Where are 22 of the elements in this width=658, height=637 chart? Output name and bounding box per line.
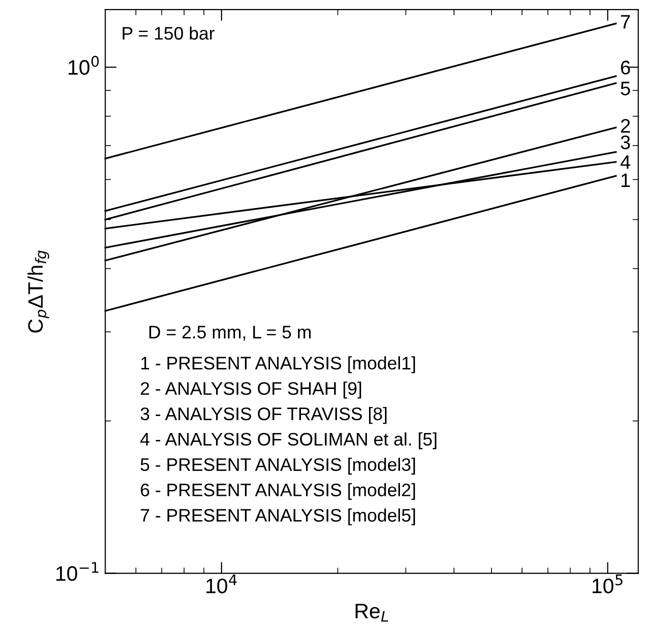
annotation: 5 - PRESENT ANALYSIS [model3] bbox=[140, 458, 415, 475]
annotation: 2 - ANALYSIS OF SHAH [9] bbox=[140, 382, 362, 398]
legend-label: 5 bbox=[620, 82, 630, 96]
legend-label: 7 bbox=[621, 15, 630, 29]
annotation: 3 - ANALYSIS OF TRAVISS [8] bbox=[140, 406, 387, 424]
x-tick-label: 10$^{4}$ bbox=[206, 574, 237, 594]
annotation: 7 - PRESENT ANALYSIS [model5] bbox=[140, 508, 415, 526]
annotation: 4 - ANALYSIS OF SOLIMAN et al. [5] bbox=[140, 432, 436, 450]
x-axis-title: Re$_{L}$ bbox=[356, 604, 388, 622]
annotation: P = 150 bar bbox=[122, 26, 215, 40]
legend-label: 1 bbox=[622, 174, 630, 187]
y-axis-title: C$_{p}$ΔT/h$_{fg}$ bbox=[28, 250, 50, 333]
legend-label: 2 bbox=[621, 118, 630, 133]
annotation: 1 - PRESENT ANALYSIS [model1] bbox=[141, 356, 415, 374]
legend-title: D = 2.5 mm, L = 5 m bbox=[149, 326, 311, 341]
y-tick-label: 10$^{0}$ bbox=[68, 56, 99, 75]
x-tick-label: 10$^{5}$ bbox=[592, 574, 622, 594]
annotation: 6 - PRESENT ANALYSIS [model2] bbox=[140, 483, 415, 500]
y-tick-label: 10$^{−1}$ bbox=[56, 562, 98, 581]
legend-label: 4 bbox=[620, 155, 630, 169]
series-label: 6 bbox=[621, 60, 630, 74]
series-label: 3 bbox=[620, 135, 630, 150]
